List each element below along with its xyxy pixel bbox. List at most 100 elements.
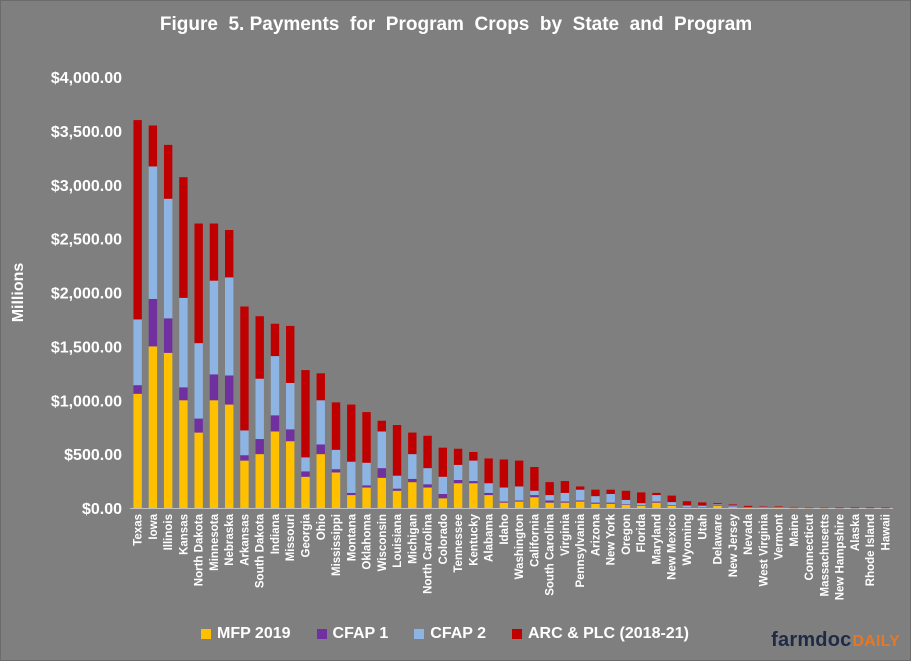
bar-segment: [286, 429, 295, 442]
bar-segment: [301, 471, 310, 477]
farmdoc-daily-logo: farmdocDAILY: [771, 629, 900, 652]
bar-segment: [453, 479, 463, 484]
bar-segment: [331, 469, 341, 473]
bar-segment: [347, 461, 356, 493]
bar-segment: [209, 400, 219, 508]
x-tick-label: South Dakota: [255, 513, 267, 588]
legend-item-mfp-2019: MFP 2019: [201, 625, 291, 643]
x-tick-label: New Jersey: [728, 513, 740, 577]
legend-label: CFAP 1: [332, 625, 389, 642]
bar-segment: [148, 346, 158, 508]
bar-segment: [194, 432, 203, 508]
bar-segment: [606, 489, 615, 494]
bar-segment: [514, 501, 524, 508]
x-tick-label: Washington: [514, 514, 526, 579]
y-tick-label: $3,500.00: [51, 124, 122, 141]
x-tick-label: California: [529, 513, 541, 567]
bar-segment: [530, 467, 539, 491]
bar-segment: [408, 478, 417, 483]
chart-title: Figure 5. Payments for Program Crops by …: [160, 14, 752, 35]
bar-segment: [560, 492, 570, 502]
bar-segment: [591, 489, 600, 497]
bar-segment: [484, 492, 493, 496]
bar-segment: [591, 502, 600, 504]
bar-segment: [240, 430, 249, 456]
bar-segment: [377, 468, 386, 478]
bar-segment: [652, 501, 661, 503]
bar-segment: [865, 507, 875, 508]
bar-segment: [392, 475, 402, 489]
bar-segment: [881, 507, 890, 509]
x-tick-label: Texas: [133, 514, 145, 546]
x-tick-label: North Dakota: [194, 513, 206, 586]
bar-segment: [377, 420, 386, 432]
x-tick-label: Rhode Island: [865, 514, 877, 586]
bar-segment: [484, 458, 493, 484]
bar-segment: [163, 144, 173, 199]
x-tick-label: Delaware: [713, 514, 725, 565]
bar-segment: [148, 166, 158, 299]
x-tick-label: Illinois: [163, 514, 175, 550]
bar-segment: [362, 485, 371, 488]
x-tick-label: Oklahoma: [362, 513, 374, 569]
bar-segment: [789, 507, 799, 508]
x-tick-label: Pennsylvania: [575, 513, 587, 587]
bar-segment: [637, 505, 646, 506]
bar-segment: [637, 505, 646, 508]
bar-segment: [743, 507, 753, 508]
bar-segment: [637, 503, 646, 506]
bar-segment: [728, 504, 737, 506]
bar-segment: [667, 495, 676, 503]
bar-segment: [667, 505, 676, 508]
bar-segment: [621, 499, 631, 505]
bar-segment: [331, 472, 341, 508]
bar-segment: [286, 441, 295, 508]
bar-segment: [469, 451, 478, 461]
x-tick-label: New Hampshire: [835, 514, 847, 600]
x-tick-label: Maryland: [651, 514, 663, 565]
x-tick-label: Connecticut: [804, 514, 816, 581]
bar-segment: [575, 500, 585, 502]
bar-segment: [133, 393, 142, 508]
bar-segment: [774, 507, 783, 508]
bar-segment: [255, 454, 264, 508]
x-tick-label: Louisiana: [392, 513, 404, 567]
bar-segment: [453, 464, 463, 480]
bar-segment: [804, 507, 814, 508]
bar-segment: [820, 507, 829, 508]
bar-segment: [438, 498, 448, 508]
bar-segment: [499, 502, 509, 508]
bar-segment: [179, 177, 188, 298]
bar-segment: [606, 493, 615, 503]
bar-segment: [286, 325, 295, 384]
bar-segment: [347, 492, 356, 496]
x-tick-label: Utah: [697, 514, 709, 540]
bar-segment: [560, 481, 570, 493]
bar-segment: [255, 439, 264, 455]
bar-segment: [316, 454, 325, 508]
x-tick-label: Idaho: [499, 514, 511, 545]
x-tick-label: Virginia: [560, 513, 572, 556]
x-tick-label: Indiana: [270, 513, 282, 554]
x-tick-label: Oregon: [621, 514, 633, 555]
x-tick-label: Alaska: [850, 513, 862, 551]
bar-segment: [514, 486, 524, 501]
legend-item-cfap-1: CFAP 1: [316, 625, 389, 643]
bar-segment: [530, 495, 539, 498]
bar-segment: [377, 431, 386, 469]
x-tick-label: Montana: [346, 513, 358, 561]
bar-segment: [438, 493, 448, 499]
bar-segment: [469, 460, 478, 482]
bar-segment: [804, 507, 814, 508]
bar-segment: [759, 507, 768, 508]
bar-segment: [209, 223, 219, 281]
bar-segment: [575, 486, 585, 490]
bar-segment: [621, 490, 631, 500]
bar-segment: [423, 468, 432, 485]
bar-segment: [514, 460, 524, 487]
bar-segment: [789, 506, 799, 508]
bar-segment: [270, 356, 280, 416]
bar-segment: [682, 501, 692, 506]
